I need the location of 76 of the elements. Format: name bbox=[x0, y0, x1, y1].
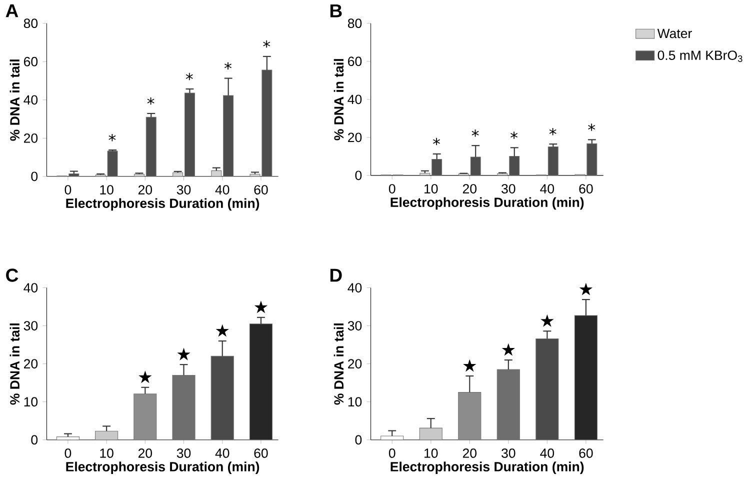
x-tick-label: 20 bbox=[138, 448, 152, 458]
y-tick-label: 0 bbox=[355, 435, 362, 445]
y-tick-label: 30 bbox=[24, 321, 38, 331]
annotation: * bbox=[433, 138, 440, 146]
x-tick-label: 30 bbox=[176, 448, 191, 458]
x-tick-label: 0 bbox=[388, 448, 396, 458]
annotation: * bbox=[510, 132, 518, 140]
y-tick-label: 0 bbox=[355, 170, 362, 180]
annotation: * bbox=[186, 73, 193, 80]
x-tick-label: 10 bbox=[424, 448, 438, 458]
annotation: * bbox=[224, 62, 232, 70]
annotation: * bbox=[588, 124, 596, 132]
x-tick-label: 20 bbox=[138, 185, 152, 195]
x-tick-label: 0 bbox=[388, 184, 396, 194]
annotation: ★ bbox=[463, 359, 476, 372]
y-axis-title: % DNA in tail bbox=[334, 324, 344, 405]
chart-title: B bbox=[330, 4, 342, 18]
x-tick-label: 60 bbox=[254, 185, 268, 195]
y-axis-title: % DNA in tail bbox=[10, 60, 20, 141]
x-axis-title: Electrophoresis Duration (min) bbox=[390, 462, 584, 474]
x-tick-label: 20 bbox=[462, 184, 476, 194]
annotation: * bbox=[147, 98, 154, 105]
y-tick-label: 40 bbox=[24, 283, 38, 293]
y-tick-label: 10 bbox=[348, 397, 362, 407]
y-tick-label: 60 bbox=[348, 56, 362, 66]
y-tick-label: 20 bbox=[24, 359, 38, 369]
y-tick-label: 0 bbox=[31, 435, 38, 445]
x-tick-label: 10 bbox=[424, 184, 438, 194]
x-tick-label: 60 bbox=[579, 184, 593, 194]
y-tick-label: 40 bbox=[348, 94, 362, 104]
annotation: * bbox=[549, 128, 556, 136]
x-tick-label: 60 bbox=[254, 448, 268, 458]
x-tick-label: 0 bbox=[64, 185, 72, 195]
y-tick-label: 30 bbox=[348, 321, 362, 331]
chart-title: D bbox=[330, 269, 342, 282]
x-tick-label: 30 bbox=[502, 184, 516, 194]
y-tick-label: 80 bbox=[348, 18, 362, 28]
y-tick-label: 20 bbox=[348, 359, 362, 369]
y-tick-label: 10 bbox=[24, 397, 38, 407]
x-tick-label: 30 bbox=[502, 448, 516, 458]
y-axis-title: % DNA in tail bbox=[10, 324, 20, 405]
legend-label: Water bbox=[657, 29, 692, 38]
annotation: ★ bbox=[579, 282, 593, 296]
y-tick-label: 20 bbox=[24, 134, 38, 144]
y-tick-label: 80 bbox=[24, 18, 38, 28]
x-tick-label: 40 bbox=[540, 184, 554, 194]
annotation: ★ bbox=[540, 314, 554, 328]
annotation: ★ bbox=[216, 324, 229, 337]
annotation: ★ bbox=[138, 370, 152, 384]
x-tick-label: 10 bbox=[100, 185, 114, 195]
x-axis-title: Electrophoresis Duration (min) bbox=[66, 198, 260, 211]
y-tick-label: 20 bbox=[348, 132, 362, 142]
annotation: ★ bbox=[177, 348, 190, 361]
x-tick-label: 60 bbox=[579, 448, 593, 458]
x-tick-label: 10 bbox=[100, 448, 114, 458]
x-tick-label: 20 bbox=[462, 448, 476, 458]
chart-title: C bbox=[6, 268, 18, 282]
annotation: * bbox=[472, 130, 479, 137]
y-axis-title: % DNA in tail bbox=[334, 59, 344, 140]
legend-label: 0.5 mM KBrO$_{3}$ bbox=[658, 50, 742, 62]
annotation: * bbox=[263, 40, 270, 48]
y-tick-label: 40 bbox=[348, 283, 362, 293]
y-tick-label: 40 bbox=[24, 95, 38, 105]
chart-title: A bbox=[6, 4, 18, 18]
x-tick-label: 30 bbox=[176, 185, 191, 195]
y-tick-label: 60 bbox=[24, 57, 38, 66]
x-axis-title: Electrophoresis Duration (min) bbox=[390, 197, 584, 210]
y-tick-label: 0 bbox=[31, 172, 38, 182]
x-axis-title: Electrophoresis Duration (min) bbox=[66, 462, 260, 474]
x-tick-label: 0 bbox=[64, 448, 72, 458]
x-tick-label: 40 bbox=[215, 185, 230, 195]
annotation: * bbox=[108, 134, 116, 142]
x-tick-label: 40 bbox=[215, 448, 230, 458]
annotation: ★ bbox=[502, 343, 516, 356]
x-tick-label: 40 bbox=[540, 448, 554, 458]
annotation: ★ bbox=[254, 300, 268, 314]
